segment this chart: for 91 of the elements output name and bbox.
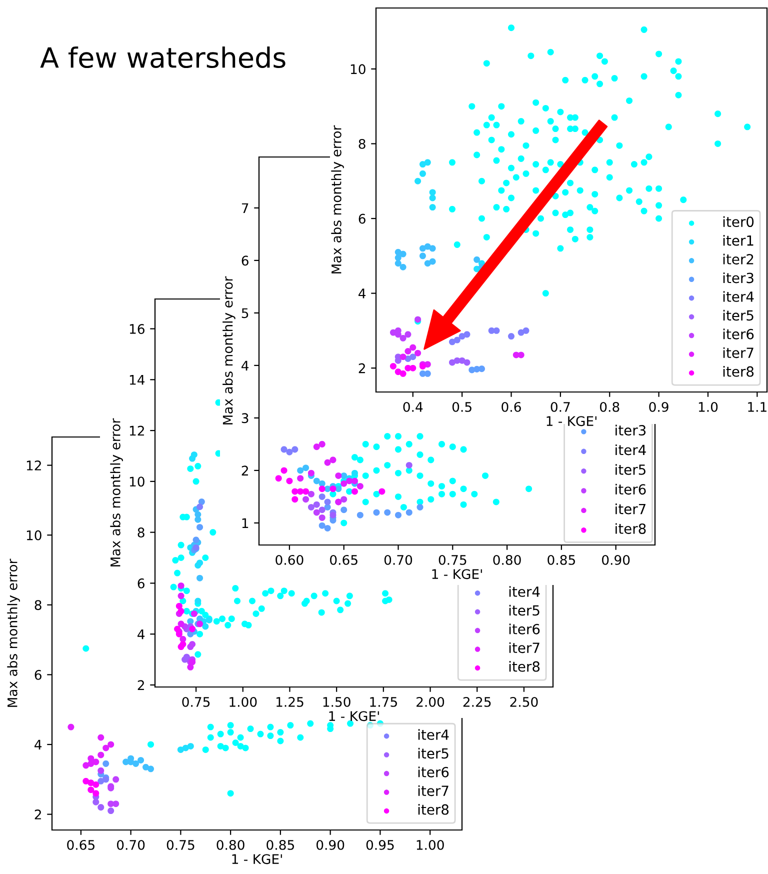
x-axis-title: 1 - KGE' [546, 416, 596, 426]
y-tick-label: 2 [138, 680, 144, 690]
y-tick-label: 16 [130, 324, 144, 334]
x-axis-title: 1 - KGE' [232, 854, 282, 864]
y-tick-label: 12 [26, 460, 41, 470]
x-tick-label: 0.75 [166, 840, 194, 850]
x-tick-label: 2.00 [416, 696, 444, 707]
legend-label: iter3 [616, 424, 646, 436]
legend-label: iter4 [509, 586, 540, 597]
y-tick-label: 6 [358, 214, 366, 224]
legend-label: iter7 [509, 642, 540, 654]
y-tick-label: 3 [242, 413, 248, 424]
x-tick-label: 0.80 [493, 554, 521, 565]
y-tick-label: 2 [242, 466, 248, 476]
x-tick-label: 1.00 [230, 696, 257, 707]
y-tick-label: 10 [350, 64, 366, 74]
x-tick-label: 0.70 [116, 840, 145, 850]
y-tick-label: 4 [358, 288, 366, 298]
legend-label: iter6 [509, 624, 540, 634]
x-tick-label: 0.85 [266, 840, 294, 850]
x-tick-label: 0.5 [452, 402, 472, 412]
y-tick-label: 4 [138, 629, 145, 640]
x-tick-label: 0.95 [366, 840, 394, 850]
legend-label: iter8 [723, 366, 754, 377]
legend-label: iter7 [723, 347, 754, 358]
x-tick-label: 0.60 [276, 554, 304, 565]
legend-label: iter5 [616, 464, 646, 475]
y-axis-title: Max abs monthly error [110, 418, 123, 566]
y-tick-label: 8 [138, 528, 144, 538]
legend-label: iter3 [723, 272, 754, 284]
legend-label: iter5 [509, 604, 540, 616]
legend-label: iter2 [723, 254, 754, 264]
x-axis-title: 1 - KGE' [432, 569, 482, 580]
x-tick-label: 1.25 [276, 696, 304, 707]
y-axis-title: Max abs monthly error [222, 276, 236, 424]
x-tick-label: 0.70 [384, 554, 412, 565]
y-tick-label: 2 [34, 810, 41, 820]
x-tick-label: 1.1 [748, 402, 766, 412]
x-tick-label: 1.75 [370, 697, 397, 707]
x-tick-label: 2.25 [463, 696, 491, 707]
y-tick-label: 6 [138, 578, 144, 588]
x-tick-label: 0.6 [502, 402, 521, 412]
x-tick-label: 0.7 [550, 402, 570, 412]
x-tick-label: 0.75 [438, 554, 466, 565]
x-tick-label: 0.80 [216, 840, 244, 850]
y-tick-label: 5 [242, 308, 248, 318]
x-tick-label: 2.50 [510, 696, 538, 707]
y-tick-label: 2 [358, 363, 365, 374]
text: A few watersheds [40, 46, 286, 68]
legend-label: iter6 [418, 766, 449, 778]
legend-label: iter6 [616, 484, 646, 495]
x-tick-label: 0.65 [67, 840, 94, 850]
legend-label: iter8 [418, 804, 449, 815]
x-tick-label: 0.85 [548, 554, 575, 565]
y-tick-label: 14 [130, 375, 145, 385]
legend-label: iter4 [418, 729, 449, 740]
x-tick-label: 1.50 [323, 696, 350, 707]
legend-label: iter8 [509, 661, 540, 672]
legend-label: iter4 [616, 444, 646, 456]
legend-label: iter4 [723, 291, 754, 302]
y-axis-title: Max abs monthly error [331, 125, 344, 274]
x-tick-label: 0.90 [602, 554, 630, 565]
y-tick-label: 10 [26, 530, 42, 540]
legend-label: iter5 [418, 748, 448, 759]
y-tick-label: 4 [242, 360, 249, 370]
y-tick-label: 6 [242, 256, 248, 266]
x-tick-label: 1.0 [698, 402, 718, 412]
x-tick-label: 0.65 [330, 554, 358, 565]
y-axis-title: Max abs monthly error [7, 558, 20, 707]
y-tick-label: 1 [242, 518, 248, 528]
y-tick-label: 6 [34, 670, 42, 680]
legend-label: iter6 [723, 328, 754, 340]
legend-label: iter0 [723, 216, 754, 228]
y-tick-label: 8 [34, 600, 42, 610]
x-tick-label: 0.75 [182, 696, 210, 707]
x-tick-label: 1.00 [416, 840, 444, 850]
legend-label: iter7 [418, 785, 448, 796]
x-tick-label: 0.90 [316, 840, 344, 850]
legend-label: iter5 [723, 310, 754, 321]
x-tick-label: 0.4 [403, 402, 423, 412]
legend-label: iter7 [616, 504, 646, 514]
y-tick-label: 10 [130, 476, 144, 487]
y-tick-label: 8 [358, 138, 366, 149]
x-tick-label: 0.8 [600, 402, 620, 412]
x-axis-title: 1 - KGE' [329, 711, 379, 722]
legend-label: iter1 [723, 235, 754, 246]
legend-label: iter8 [616, 523, 646, 534]
y-tick-label: 7 [242, 203, 248, 213]
x-tick-label: 0.9 [649, 402, 668, 412]
y-tick-label: 12 [130, 426, 144, 436]
y-tick-label: 4 [34, 740, 42, 750]
